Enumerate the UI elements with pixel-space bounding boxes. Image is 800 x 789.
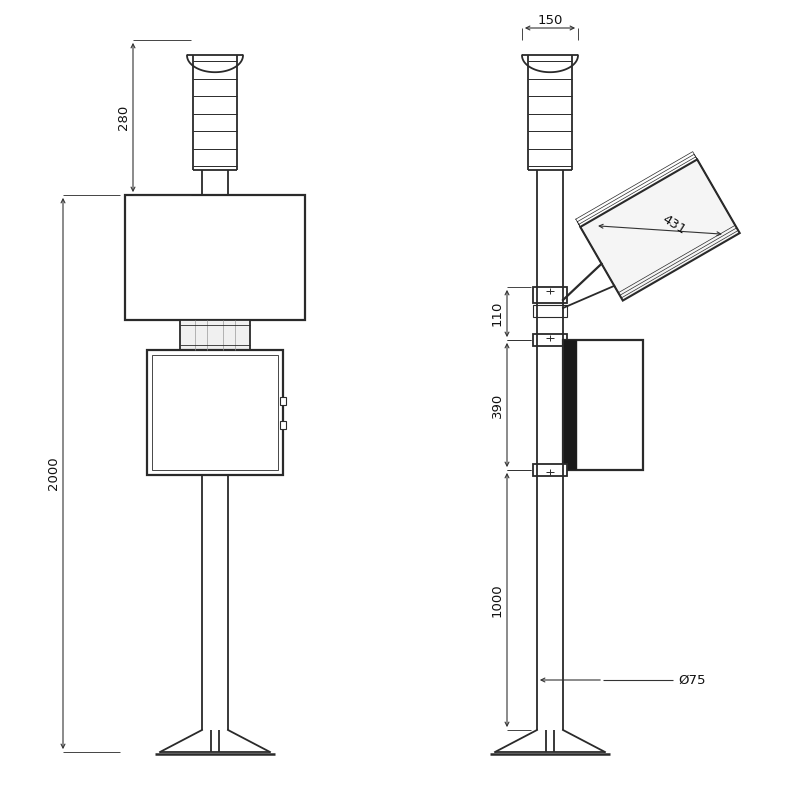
Bar [563, 340, 577, 470]
Bar [533, 305, 567, 317]
Text: 110: 110 [490, 301, 503, 326]
Polygon shape [580, 159, 740, 301]
Bar [125, 195, 305, 320]
Text: 431: 431 [660, 213, 688, 237]
Text: 150: 150 [538, 13, 562, 27]
Bar [280, 397, 286, 405]
Bar [563, 340, 643, 470]
Text: 2000: 2000 [46, 457, 59, 490]
Text: 390: 390 [490, 392, 503, 417]
Text: 1000: 1000 [490, 583, 503, 617]
Bar [533, 464, 567, 476]
Text: 280: 280 [117, 105, 130, 130]
Bar [280, 421, 286, 428]
Text: Ø75: Ø75 [678, 674, 706, 686]
Bar [152, 355, 278, 470]
Bar [147, 350, 283, 475]
Bar [533, 334, 567, 346]
Bar [180, 320, 250, 350]
Bar [533, 287, 567, 303]
